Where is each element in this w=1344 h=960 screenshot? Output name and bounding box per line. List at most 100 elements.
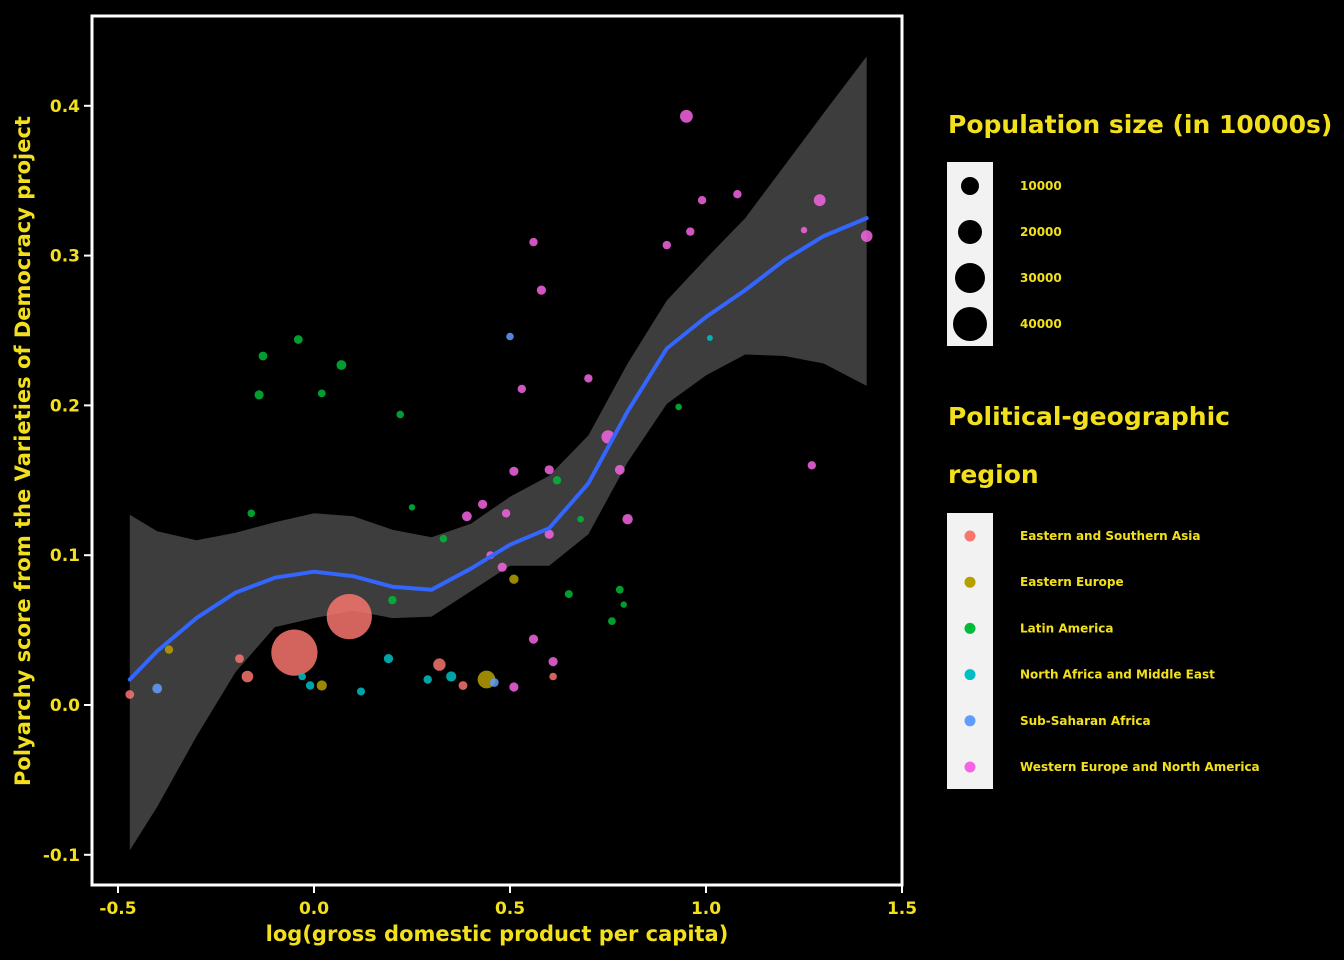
data-point <box>620 601 627 608</box>
y-axis: -0.1 0.0 0.1 0.2 0.3 0.4 <box>43 97 91 866</box>
data-point <box>446 671 457 682</box>
data-point <box>548 657 558 667</box>
data-point <box>614 464 625 475</box>
data-point <box>478 499 488 509</box>
data-point <box>697 196 707 205</box>
data-point <box>706 335 713 341</box>
size-legend-key <box>961 177 979 195</box>
plot-panel <box>90 14 904 887</box>
data-point <box>254 390 264 400</box>
data-point <box>383 654 394 664</box>
data-point <box>675 403 682 411</box>
data-point <box>293 335 303 344</box>
region-legend-keys: Eastern and Southern Asia Eastern Europe L… <box>964 529 1260 774</box>
size-legend-key <box>955 263 985 293</box>
region-legend-key <box>964 715 976 727</box>
data-point <box>662 240 671 250</box>
data-point <box>357 687 365 696</box>
data-point <box>544 465 554 475</box>
data-point <box>396 410 405 419</box>
data-point <box>258 351 268 361</box>
data-point <box>529 237 538 247</box>
data-point <box>298 672 307 681</box>
region-legend-label: North Africa and Middle East <box>1020 668 1215 682</box>
size-legend-key <box>953 307 987 341</box>
data-point <box>271 629 318 676</box>
data-point <box>584 374 593 383</box>
x-tick-label: 1.0 <box>691 899 721 919</box>
size-legend-key <box>958 220 982 244</box>
data-point <box>622 514 633 525</box>
y-tick-label: 0.1 <box>50 546 80 566</box>
size-legend-keys: 10000 20000 30000 40000 <box>953 177 1062 341</box>
data-point <box>800 226 808 234</box>
region-legend-key <box>964 669 976 681</box>
x-axis-title: log(gross domestic product per capita) <box>266 922 729 946</box>
data-point <box>733 190 742 199</box>
data-point <box>235 654 244 663</box>
data-point <box>423 675 432 684</box>
x-axis: -0.5 0.0 0.5 1.0 1.5 <box>99 886 917 919</box>
size-legend: Population size (in 10000s) 10000 20000 30… <box>947 110 1332 346</box>
y-tick-label: 0.0 <box>50 696 80 716</box>
data-point <box>536 285 547 295</box>
data-point <box>326 594 372 640</box>
data-point <box>608 617 616 625</box>
data-point <box>860 230 873 242</box>
panel-border <box>90 14 904 887</box>
data-point <box>125 690 135 699</box>
data-point <box>615 585 624 594</box>
region-legend-title-line-1: Political-geographic <box>948 402 1230 431</box>
data-point <box>680 109 693 123</box>
data-point <box>241 670 254 683</box>
region-legend-title-line-2: region <box>948 460 1039 489</box>
data-point <box>577 515 584 523</box>
data-point <box>316 680 327 691</box>
y-tick-label: 0.4 <box>50 97 80 117</box>
y-axis-title: Polyarchy score from the Varieties of De… <box>11 116 35 786</box>
region-legend-label: Eastern and Southern Asia <box>1020 529 1201 543</box>
x-tick-label: 0.0 <box>299 899 329 919</box>
data-point <box>497 562 507 572</box>
region-legend-key <box>964 530 976 542</box>
data-point <box>686 227 695 236</box>
region-legend-keys-background <box>947 513 993 789</box>
x-tick-label: 1.5 <box>887 899 917 919</box>
size-legend-label: 40000 <box>1020 317 1062 331</box>
data-point <box>489 678 499 687</box>
data-point <box>528 634 539 644</box>
data-point <box>317 389 326 398</box>
data-point <box>549 672 557 681</box>
region-legend-key <box>964 761 976 773</box>
y-tick-label: -0.1 <box>43 846 80 866</box>
data-point <box>564 590 573 599</box>
data-point <box>458 681 468 690</box>
data-point <box>462 511 472 522</box>
data-point <box>813 194 826 207</box>
data-point <box>509 574 519 584</box>
region-legend-label: Eastern Europe <box>1020 575 1124 589</box>
y-tick-label: 0.3 <box>50 247 80 267</box>
x-tick-label: -0.5 <box>99 899 136 919</box>
size-legend-title: Population size (in 10000s) <box>948 110 1332 139</box>
size-legend-label: 10000 <box>1020 179 1062 193</box>
x-tick-label: 0.5 <box>495 899 525 919</box>
data-point <box>408 504 416 511</box>
region-legend-label: Western Europe and North America <box>1020 760 1260 774</box>
region-legend-key <box>964 622 976 634</box>
data-point <box>544 529 554 539</box>
smooth-trend-line <box>127 216 869 682</box>
size-legend-label: 30000 <box>1020 271 1062 285</box>
data-point <box>164 645 174 654</box>
data-point <box>506 332 514 341</box>
data-point <box>501 509 511 518</box>
data-point <box>509 466 519 476</box>
region-legend-label: Latin America <box>1020 621 1114 635</box>
data-point <box>247 509 256 518</box>
data-point <box>152 683 163 694</box>
size-legend-label: 20000 <box>1020 225 1062 239</box>
points-layer <box>125 109 873 699</box>
data-point <box>305 681 315 690</box>
